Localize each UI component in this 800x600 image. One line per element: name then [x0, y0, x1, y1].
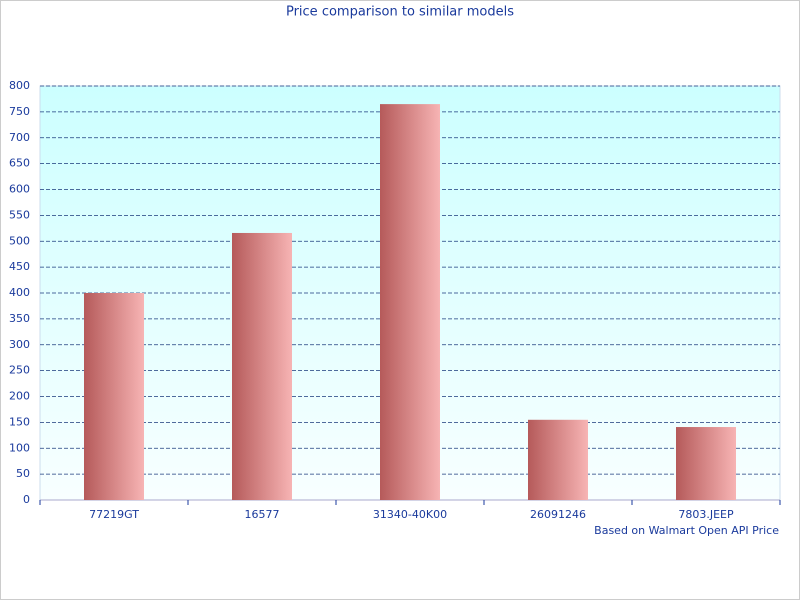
y-tick-label: 400 — [9, 286, 30, 299]
y-tick-label: 450 — [9, 260, 30, 273]
y-tick-label: 700 — [9, 131, 30, 144]
x-tick-label: 26091246 — [530, 508, 586, 521]
y-tick-label: 500 — [9, 234, 30, 247]
x-tick-label: 7803.JEEP — [678, 508, 734, 521]
y-tick-label: 100 — [9, 441, 30, 454]
x-tick-label: 77219GT — [89, 508, 139, 521]
x-tick-label: 31340-40K00 — [373, 508, 447, 521]
y-tick-label: 0 — [23, 493, 30, 506]
annotation: Based on Walmart Open API Price — [594, 524, 779, 537]
y-tick-label: 550 — [9, 208, 30, 221]
bar — [528, 419, 588, 500]
y-tick-label: 50 — [16, 467, 30, 480]
x-tick-label: 16577 — [245, 508, 280, 521]
y-tick-label: 200 — [9, 390, 30, 403]
bar — [380, 104, 440, 501]
y-tick-label: 750 — [9, 105, 30, 118]
bar — [676, 427, 736, 500]
chart-title: Price comparison to similar models — [286, 5, 514, 20]
y-tick-label: 600 — [9, 183, 30, 196]
y-tick-label: 150 — [9, 415, 30, 428]
y-tick-label: 800 — [9, 79, 30, 92]
y-tick-label: 650 — [9, 157, 30, 170]
y-tick-label: 300 — [9, 338, 30, 351]
y-tick-label: 250 — [9, 364, 30, 377]
y-tick-label: 350 — [9, 312, 30, 325]
bar — [84, 293, 144, 500]
bar — [232, 232, 292, 500]
